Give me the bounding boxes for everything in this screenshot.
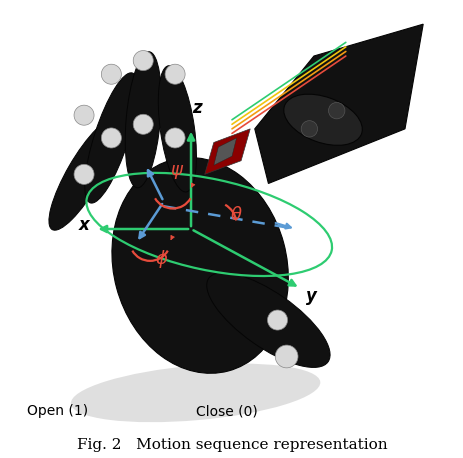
Ellipse shape [112, 158, 288, 373]
Text: $\theta$: $\theta$ [230, 207, 242, 224]
Ellipse shape [206, 273, 329, 367]
Circle shape [101, 128, 121, 148]
Ellipse shape [71, 364, 319, 422]
Circle shape [74, 164, 94, 185]
Text: Fig. 2   Motion sequence representation: Fig. 2 Motion sequence representation [76, 438, 387, 452]
Ellipse shape [125, 52, 161, 188]
Text: y: y [306, 287, 316, 305]
Circle shape [74, 105, 94, 125]
Circle shape [165, 128, 185, 148]
Polygon shape [204, 129, 250, 174]
Circle shape [328, 103, 344, 119]
Text: $\psi$: $\psi$ [170, 163, 184, 181]
Circle shape [133, 114, 153, 134]
Text: Open (1): Open (1) [27, 404, 88, 418]
Circle shape [267, 310, 287, 330]
Circle shape [101, 64, 121, 84]
Text: z: z [192, 99, 201, 117]
Circle shape [275, 345, 297, 368]
Circle shape [133, 50, 153, 71]
Ellipse shape [49, 119, 119, 230]
Text: $\phi$: $\phi$ [155, 248, 168, 270]
Ellipse shape [283, 94, 362, 145]
Polygon shape [213, 138, 236, 165]
Ellipse shape [85, 73, 138, 203]
Text: Close (0): Close (0) [195, 404, 257, 418]
Ellipse shape [158, 65, 196, 192]
Circle shape [165, 64, 185, 84]
Polygon shape [254, 24, 422, 184]
Circle shape [300, 120, 317, 137]
Text: x: x [79, 216, 89, 234]
